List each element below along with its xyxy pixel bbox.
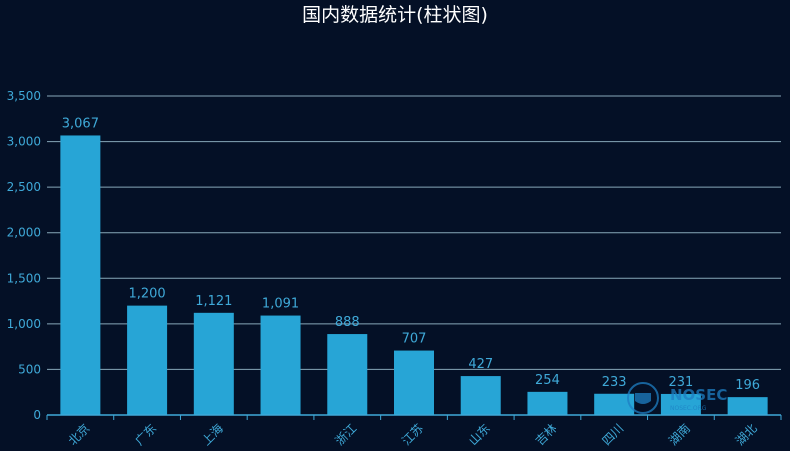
x-tick-label: 广东 xyxy=(132,421,159,448)
data-label: 888 xyxy=(335,315,360,330)
y-tick-label: 3,000 xyxy=(7,135,41,149)
data-label: 254 xyxy=(535,373,560,388)
x-tick-label: 湖南 xyxy=(665,421,693,449)
data-label: 3,067 xyxy=(62,116,99,131)
bar xyxy=(594,393,635,415)
bar xyxy=(727,397,768,415)
x-axis: 北京 广东 上海 浙江 江苏 山东 吉林 四川 湖南 湖北 xyxy=(46,414,782,449)
data-label: 1,121 xyxy=(195,294,232,309)
y-tick-label: 500 xyxy=(18,362,41,376)
data-label: 231 xyxy=(668,375,693,390)
data-label: 233 xyxy=(602,375,627,390)
bars xyxy=(60,135,768,416)
data-label: 1,091 xyxy=(262,297,299,312)
x-tick-label: 上海 xyxy=(198,421,226,449)
bar xyxy=(394,350,434,415)
y-tick-label: 2,000 xyxy=(7,226,41,240)
x-tick-label: 吉林 xyxy=(533,421,560,448)
data-labels: 3,067 1,200 1,121 1,091 888 707 427 254 233 231 19… xyxy=(62,116,760,393)
data-label: 196 xyxy=(735,378,760,393)
watermark-text: NOSEC xyxy=(670,386,727,404)
chart-title: 国内数据统计(柱状图) xyxy=(302,4,488,26)
x-tick-label: 北京 xyxy=(66,421,93,448)
bar xyxy=(60,135,101,416)
x-tick-label: 湖北 xyxy=(732,421,760,449)
bar xyxy=(127,305,168,415)
watermark-logo: NOSEC NOSEC.ORG xyxy=(627,382,727,414)
watermark-shield-icon xyxy=(635,393,651,404)
x-tick-label: 江苏 xyxy=(399,421,426,448)
data-label: 427 xyxy=(468,357,493,372)
y-tick-label: 3,500 xyxy=(7,89,41,103)
data-label: 1,200 xyxy=(128,287,165,302)
data-label: 707 xyxy=(402,332,427,347)
y-tick-label: 0 xyxy=(33,408,41,422)
bar xyxy=(260,315,301,415)
y-tick-label: 1,000 xyxy=(7,317,41,331)
x-tick-label: 四川 xyxy=(599,421,626,448)
watermark-subtext: NOSEC.ORG xyxy=(670,405,707,412)
bar xyxy=(193,312,234,415)
y-tick-label: 2,500 xyxy=(7,180,41,194)
x-tick-label: 山东 xyxy=(466,421,493,448)
y-tick-label: 1,500 xyxy=(7,271,41,285)
bar xyxy=(527,391,568,415)
bar xyxy=(660,393,701,415)
watermark-circle-icon xyxy=(627,382,659,414)
bar xyxy=(460,376,501,415)
x-tick-label: 浙江 xyxy=(333,421,360,448)
bar xyxy=(327,334,368,415)
y-axis-ticks: 0 500 1,000 1,500 2,000 2,500 3,000 3,500 xyxy=(7,89,41,422)
